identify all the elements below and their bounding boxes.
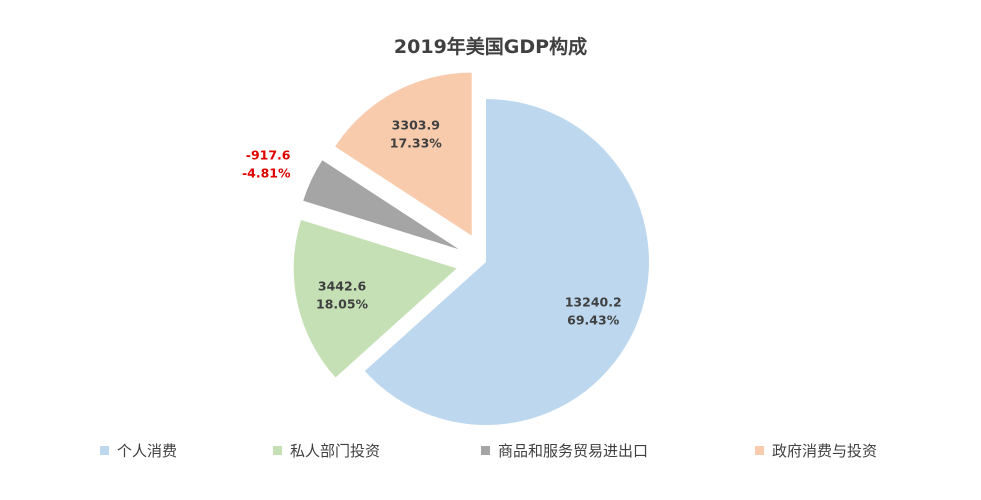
pie-slice-consumption[interactable] [364,99,650,426]
data-label-percent-consumption: 69.43% [567,313,620,328]
data-label-percent-net-exports: -4.81% [242,166,291,181]
pie-slice-government[interactable] [335,72,472,236]
legend-label-net-exports: 商品和服务贸易进出口 [498,442,649,460]
legend-item-consumption[interactable]: 个人消费 [100,440,177,461]
legend-swatch-net-exports [481,446,490,455]
data-label-value-government: 3303.9 [392,117,440,132]
legend-swatch-government [755,446,764,455]
legend-swatch-private-investment [273,446,282,455]
data-label-value-private-investment: 3442.6 [318,279,367,294]
data-label-percent-private-investment: 18.05% [316,297,369,312]
legend-item-government[interactable]: 政府消费与投资 [755,440,877,461]
chart-title: 2019年美国GDP构成 [393,36,588,58]
legend-label-consumption: 个人消费 [117,442,178,460]
legend-item-private-investment[interactable]: 私人部门投资 [273,440,380,461]
legend-label-private-investment: 私人部门投资 [290,442,381,460]
legend-item-net-exports[interactable]: 商品和服务贸易进出口 [481,440,648,461]
legend-swatch-consumption [100,446,109,455]
legend: 个人消费 私人部门投资 商品和服务贸易进出口 政府消费与投资 [0,440,981,464]
pie-slice-private-investment[interactable] [293,219,457,378]
legend-label-government: 政府消费与投资 [772,442,878,460]
data-label-percent-government: 17.33% [390,135,443,150]
pie-slice-net-exports[interactable] [303,160,459,250]
data-label-value-consumption: 13240.2 [565,295,622,310]
data-label-value-net-exports: -917.6 [246,148,291,163]
